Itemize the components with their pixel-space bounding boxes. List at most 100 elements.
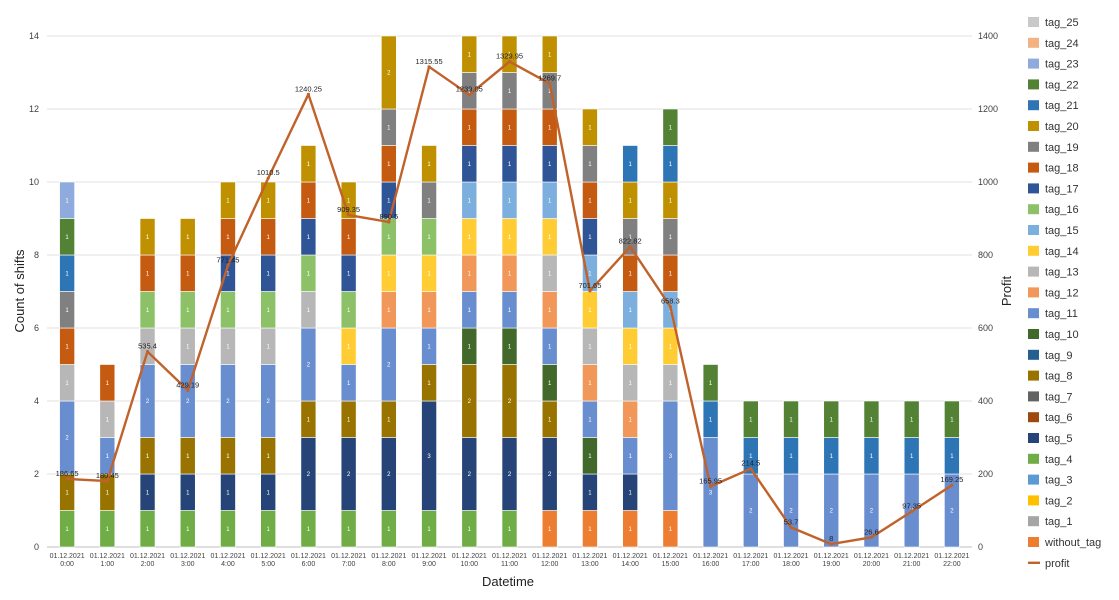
bar-segment-label: 1 — [65, 381, 69, 387]
bar-segment-label: 1 — [508, 52, 512, 58]
bar-segment-label: 3 — [669, 454, 673, 460]
legend-swatch — [1028, 17, 1039, 27]
legend-item-tag_9: tag_9 — [1028, 349, 1073, 362]
legend-label: tag_22 — [1045, 79, 1079, 91]
x-tick-label-date: 01.12.2021 — [814, 553, 849, 560]
profit-data-label: 909.35 — [337, 205, 360, 214]
bar-segment-label: 1 — [146, 454, 150, 460]
bar-segment-label: 1 — [146, 344, 150, 350]
bar-segment-label: 1 — [226, 527, 230, 533]
profit-data-label: 1010.5 — [257, 168, 280, 177]
y2-tick-label: 1400 — [978, 31, 998, 41]
bar-segment-label: 1 — [468, 52, 472, 58]
bar-segment-tag_22 — [903, 400, 920, 438]
x-tick-label-date: 01.12.2021 — [130, 553, 165, 560]
bar-segment-label: 1 — [347, 527, 351, 533]
bar-segment-label: 1 — [830, 417, 834, 423]
legend-swatch — [1028, 453, 1039, 464]
bar-segment-label: 1 — [468, 125, 472, 131]
x-tick-label-time: 15:00 — [662, 561, 680, 568]
bar-stack: 3 1 1 — [702, 364, 719, 548]
bar-segment-label: 1 — [65, 308, 69, 314]
bar-segment-label: 1 — [548, 417, 552, 423]
x-tick-label-time: 17:00 — [742, 561, 760, 568]
bar-segment-label: 1 — [588, 198, 592, 204]
legend-label: tag_19 — [1045, 142, 1079, 154]
legend-item-tag_11: tag_11 — [1028, 308, 1078, 320]
x-tick-label-time: 0:00 — [60, 561, 74, 568]
x-tick-label-time: 8:00 — [382, 561, 396, 568]
legend-item-tag_2: tag_2 — [1028, 495, 1073, 507]
profit-point — [387, 220, 391, 224]
bar-segment-label: 1 — [347, 417, 351, 423]
legend-label: tag_8 — [1045, 371, 1073, 383]
bar-segment-label: 1 — [387, 271, 391, 277]
bar-segment-label: 2 — [226, 399, 230, 405]
legend-label: tag_13 — [1045, 267, 1079, 279]
profit-data-label: 429.19 — [176, 380, 199, 389]
bar-segment-label: 2 — [307, 363, 311, 369]
bar-segment-label: 2 — [65, 436, 69, 442]
bar-segment-label: 1 — [347, 235, 351, 241]
bar-segment-label: 1 — [508, 527, 512, 533]
bar-segment-label: 1 — [669, 527, 673, 533]
bar-segment-label: 1 — [548, 381, 552, 387]
bar-segment-label: 1 — [347, 344, 351, 350]
x-tick-label-date: 01.12.2021 — [210, 553, 245, 560]
bar-segment-tag_22 — [702, 364, 719, 402]
legend-item-tag_8: tag_8 — [1028, 370, 1073, 383]
bar-segment-label: 1 — [186, 454, 190, 460]
bar-segment-label: 1 — [226, 490, 230, 496]
bar-stack: 211 — [903, 400, 920, 548]
profit-data-label: 1315.55 — [416, 57, 443, 66]
legend-item-tag_20: tag_20 — [1028, 121, 1079, 133]
profit-point — [145, 349, 150, 354]
bar-segment-label: 1 — [146, 235, 150, 241]
bar-segment-label: 1 — [267, 454, 271, 460]
legend-item-tag_6: tag_6 — [1028, 412, 1073, 424]
bar-segment-tag_20 — [139, 218, 156, 256]
bar-stack: 1 1 1 1 1 1 1 1 1 1 1 1 — [582, 108, 598, 548]
bar-segment-label: 1 — [628, 490, 632, 496]
legend-item-tag_3: tag_3 — [1028, 474, 1073, 487]
profit-point — [548, 81, 552, 86]
y-tick-label: 10 — [29, 177, 39, 187]
legend-label: tag_14 — [1045, 246, 1079, 258]
x-tick-label-time: 14:00 — [621, 561, 639, 568]
x-tick-label-time: 10:00 — [461, 561, 479, 568]
legend-item-tag_13: tag_13 — [1028, 266, 1079, 279]
legend-label: tag_24 — [1045, 38, 1079, 50]
bar-segment-tag_20 — [381, 35, 397, 110]
profit-point — [507, 59, 512, 64]
y-tick-label: 8 — [34, 250, 39, 260]
bar-stack: 1 1 2 1 1 1 1 1 1 — [59, 181, 75, 548]
bar-segment-tag_20 — [582, 108, 598, 146]
bar-segment-label: 1 — [267, 490, 271, 496]
legend-swatch — [1028, 141, 1039, 152]
legend-label: tag_11 — [1045, 308, 1078, 320]
bar-segment-label: 1 — [146, 271, 150, 277]
bar-segment-label: 1 — [65, 490, 69, 496]
bar-segment-label: 1 — [588, 381, 592, 387]
y2-tick-label: 400 — [978, 396, 993, 406]
legend-swatch — [1028, 183, 1039, 194]
legend-item-tag_5: tag_5 — [1028, 433, 1073, 445]
x-tick-label-date: 01.12.2021 — [50, 553, 85, 560]
bar-segment-label: 2 — [186, 399, 190, 405]
bar-segment-label: 1 — [387, 125, 391, 131]
profit-data-label: 535.4 — [138, 342, 157, 351]
bar-segment-label: 1 — [628, 235, 632, 241]
bar-segment-label: 1 — [65, 198, 69, 204]
bar-segment-label: 1 — [427, 308, 431, 314]
bar-segment-label: 1 — [950, 417, 954, 423]
x-tick-label-date: 01.12.2021 — [854, 553, 889, 560]
bar-segment-label: 1 — [709, 417, 713, 423]
profit-data-label: 165.95 — [699, 476, 722, 485]
bar-stack: 1 1 1 2 1 1 1 1 1 — [260, 181, 276, 548]
bar-segment-label: 1 — [548, 198, 552, 204]
profit-point — [588, 289, 592, 293]
bar-stack: 211 — [823, 400, 840, 548]
y-tick-label: 6 — [34, 323, 39, 333]
bar-segment-label: 1 — [146, 490, 150, 496]
profit-point — [427, 65, 431, 69]
